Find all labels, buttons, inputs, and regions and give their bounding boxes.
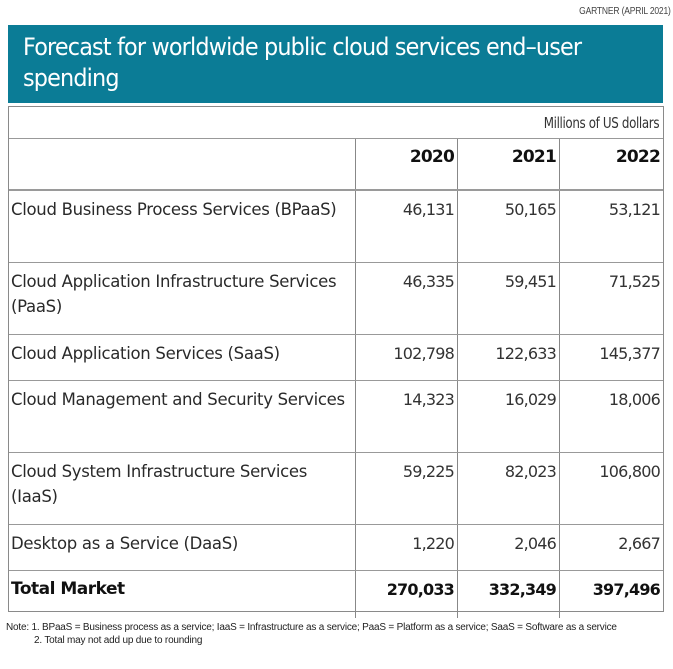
table-row: Desktop as a Service (DaaS) 1,220 2,046 …	[9, 524, 663, 570]
table-row: Cloud System Infrastructure Services (Ia…	[9, 452, 663, 524]
footnote-1: Note: 1. BPaaS = Business process as a s…	[6, 622, 617, 633]
footnotes: Note: 1. BPaaS = Business process as a s…	[6, 621, 666, 647]
row-label: Cloud Management and Security Services	[11, 390, 345, 409]
total-2021: 332,349	[457, 571, 559, 618]
value-2020: 102,798	[355, 335, 457, 380]
spending-table: Millions of US dollars 2020 2021 2022 Cl…	[8, 106, 664, 618]
value-2022: 2,667	[559, 525, 663, 570]
value-2020: 46,131	[355, 191, 457, 262]
value-2020: 59,225	[355, 453, 457, 524]
page-title: Forecast for worldwide public cloud serv…	[23, 33, 582, 92]
value-2022: 106,800	[559, 453, 663, 524]
table-grid: 2020 2021 2022 Cloud Business Process Se…	[9, 138, 663, 618]
value-2020: 46,335	[355, 263, 457, 334]
row-label: Desktop as a Service (DaaS)	[11, 534, 239, 553]
footnote-2: 2. Total may not add up due to rounding	[34, 635, 203, 646]
table-row: Cloud Management and Security Services 1…	[9, 380, 663, 452]
total-label: Total Market	[11, 579, 125, 599]
row-label: Cloud Business Process Services (BPaaS)	[11, 200, 337, 219]
value-2020: 1,220	[355, 525, 457, 570]
source-credit: GARTNER (APRIL 2021)	[579, 6, 671, 17]
header-2020: 2020	[355, 139, 457, 189]
table-total-row: Total Market 270,033 332,349 397,496	[9, 570, 663, 618]
value-2021: 122,633	[457, 335, 559, 380]
total-2022: 397,496	[559, 571, 663, 618]
table-header-row: 2020 2021 2022	[9, 138, 663, 189]
value-2021: 2,046	[457, 525, 559, 570]
header-label-cell	[9, 139, 355, 189]
units-label: Millions of US dollars	[543, 114, 660, 132]
header-2021: 2021	[457, 139, 559, 189]
value-2022: 145,377	[559, 335, 663, 380]
row-label: Cloud Application Infrastructure Service…	[11, 272, 337, 316]
row-label: Cloud Application Services (SaaS)	[11, 344, 280, 363]
value-2022: 53,121	[559, 191, 663, 262]
value-2020: 14,323	[355, 381, 457, 452]
value-2021: 16,029	[457, 381, 559, 452]
value-2021: 50,165	[457, 191, 559, 262]
title-banner: Forecast for worldwide public cloud serv…	[8, 25, 663, 103]
table-row: Cloud Application Infrastructure Service…	[9, 262, 663, 334]
value-2021: 59,451	[457, 263, 559, 334]
row-label: Cloud System Infrastructure Services (Ia…	[11, 462, 308, 506]
value-2022: 71,525	[559, 263, 663, 334]
table-row: Cloud Application Services (SaaS) 102,79…	[9, 334, 663, 380]
header-2022: 2022	[559, 139, 663, 189]
total-2020: 270,033	[355, 571, 457, 618]
value-2021: 82,023	[457, 453, 559, 524]
value-2022: 18,006	[559, 381, 663, 452]
table-row: Cloud Business Process Services (BPaaS) …	[9, 189, 663, 262]
